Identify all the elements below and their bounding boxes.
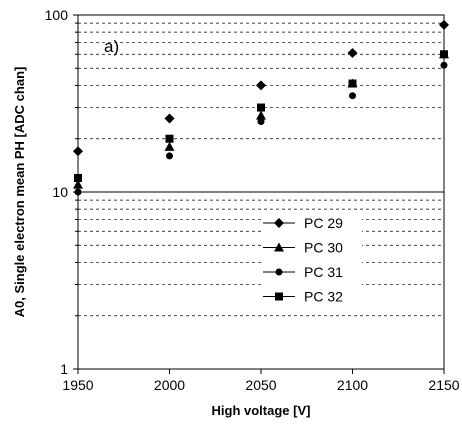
data-points [73, 19, 449, 196]
gridlines [78, 22, 444, 317]
data-point [256, 110, 266, 120]
legend: PC 29 PC 30 PC 31 PC 32 [262, 210, 362, 310]
legend-label: PC 31 [304, 264, 343, 280]
y-axis-ticks: 1 10 100 [45, 7, 78, 377]
legend-label: PC 32 [304, 289, 343, 305]
legend-marker [274, 242, 284, 252]
legend-marker [274, 218, 284, 228]
data-point [440, 50, 448, 59]
data-point [74, 188, 82, 196]
x-tick-label: 2150 [428, 377, 459, 393]
data-point [256, 80, 266, 91]
data-point [164, 113, 175, 124]
data-point [164, 141, 175, 151]
data-point [348, 79, 357, 88]
x-tick-label: 2000 [154, 377, 185, 393]
y-tick-label: 1 [60, 361, 68, 377]
data-point [439, 19, 449, 30]
y-tick-label: 100 [45, 7, 69, 23]
y-tick-label: 10 [52, 184, 68, 200]
x-tick-label: 2050 [245, 377, 276, 393]
data-point [347, 47, 358, 58]
data-point [257, 118, 265, 126]
panel-label: a) [104, 37, 119, 56]
data-point [349, 92, 356, 100]
x-axis-title: High voltage [V] [212, 403, 311, 418]
x-tick-label: 2100 [337, 377, 368, 393]
legend-marker [275, 292, 283, 301]
x-tick-label: 1950 [62, 377, 93, 393]
data-point [73, 179, 83, 189]
data-point [166, 152, 173, 160]
data-point [74, 173, 82, 182]
data-point [165, 134, 174, 143]
legend-label: PC 29 [304, 215, 343, 231]
data-point [440, 61, 448, 69]
legend-label: PC 30 [304, 240, 343, 256]
x-axis-ticks: 1950 2000 2050 2100 2150 [62, 369, 460, 393]
legend-marker [275, 268, 283, 276]
data-point [73, 146, 83, 157]
data-point [257, 103, 265, 112]
y-axis-title: A0, Single electron mean PH [ADC chan] [12, 67, 27, 318]
